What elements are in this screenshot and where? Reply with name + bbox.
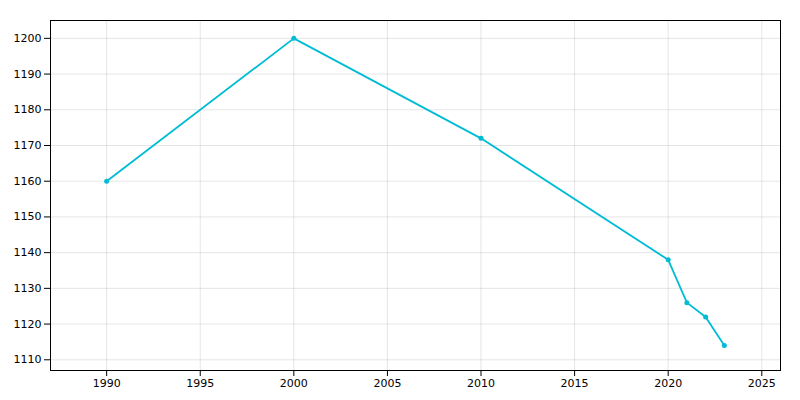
svg-text:1180: 1180: [14, 103, 42, 116]
svg-text:1150: 1150: [14, 210, 42, 223]
svg-text:2000: 2000: [280, 377, 308, 390]
svg-text:1170: 1170: [14, 139, 42, 152]
svg-text:1120: 1120: [14, 318, 42, 331]
svg-text:1110: 1110: [14, 353, 42, 366]
svg-text:1140: 1140: [14, 246, 42, 259]
svg-text:2015: 2015: [561, 377, 589, 390]
svg-text:2005: 2005: [373, 377, 401, 390]
svg-text:1200: 1200: [14, 32, 42, 45]
svg-text:2025: 2025: [748, 377, 776, 390]
svg-text:1130: 1130: [14, 282, 42, 295]
svg-text:1190: 1190: [14, 68, 42, 81]
svg-text:1160: 1160: [14, 175, 42, 188]
svg-text:2010: 2010: [467, 377, 495, 390]
svg-text:2020: 2020: [654, 377, 682, 390]
svg-text:1990: 1990: [93, 377, 121, 390]
svg-text:1995: 1995: [186, 377, 214, 390]
